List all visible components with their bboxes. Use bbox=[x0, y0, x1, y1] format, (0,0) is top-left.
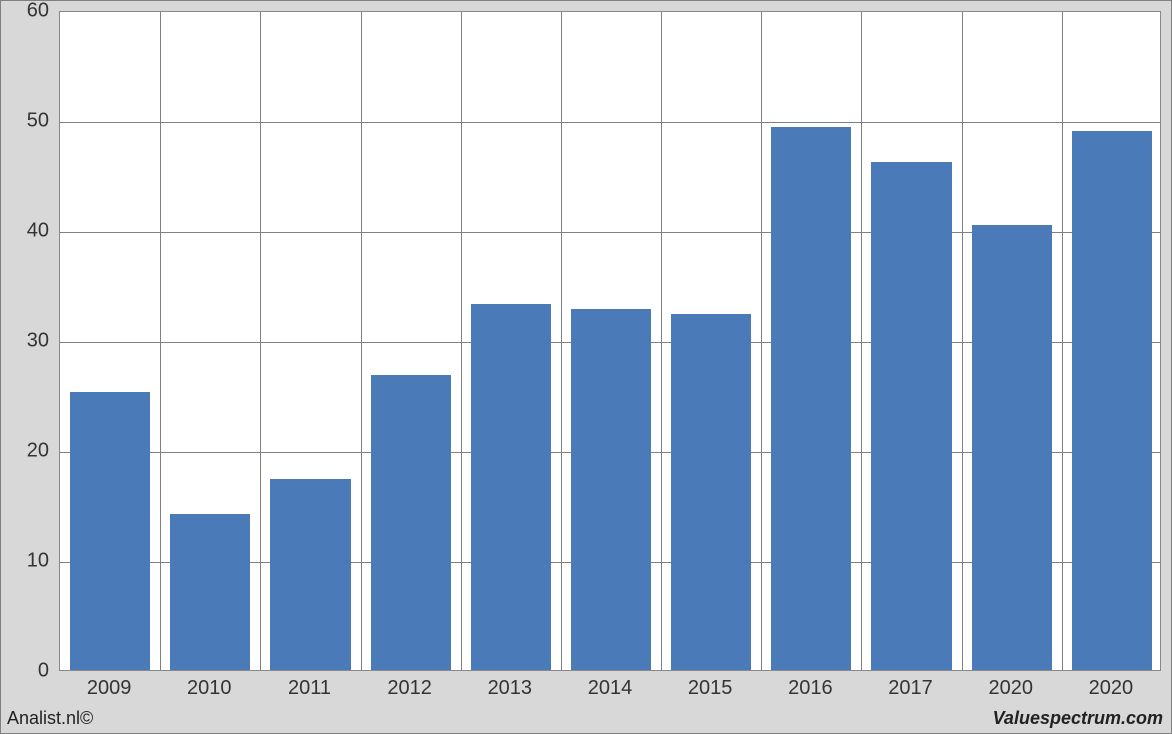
y-axis-tick-label: 0 bbox=[1, 660, 49, 683]
gridline-vertical bbox=[962, 12, 963, 670]
x-axis-tick-label: 2014 bbox=[588, 677, 633, 700]
x-axis-tick-label: 2010 bbox=[187, 677, 232, 700]
bar bbox=[270, 479, 350, 670]
x-axis-tick-label: 2015 bbox=[688, 677, 733, 700]
bar bbox=[1072, 131, 1152, 670]
gridline-horizontal bbox=[60, 122, 1160, 123]
bar bbox=[871, 162, 951, 670]
y-axis-tick-label: 30 bbox=[1, 330, 49, 353]
gridline-vertical bbox=[1062, 12, 1063, 670]
bar bbox=[671, 314, 751, 670]
bar bbox=[571, 309, 651, 670]
gridline-vertical bbox=[761, 12, 762, 670]
gridline-vertical bbox=[861, 12, 862, 670]
gridline-vertical bbox=[361, 12, 362, 670]
x-axis-tick-label: 2016 bbox=[788, 677, 833, 700]
gridline-vertical bbox=[260, 12, 261, 670]
bar bbox=[371, 375, 451, 670]
bar bbox=[972, 225, 1052, 671]
x-axis-tick-label: 2012 bbox=[387, 677, 432, 700]
y-axis-tick-label: 20 bbox=[1, 440, 49, 463]
bar bbox=[471, 304, 551, 670]
y-axis-tick-label: 60 bbox=[1, 0, 49, 23]
bar bbox=[70, 392, 150, 670]
bar bbox=[771, 127, 851, 670]
x-axis-tick-label: 2011 bbox=[288, 677, 331, 700]
x-axis-tick-label: 2017 bbox=[888, 677, 933, 700]
y-axis-tick-label: 50 bbox=[1, 110, 49, 133]
gridline-vertical bbox=[561, 12, 562, 670]
gridline-vertical bbox=[160, 12, 161, 670]
x-axis-tick-label: 2013 bbox=[488, 677, 533, 700]
plot-area bbox=[59, 11, 1161, 671]
chart-container: Analist.nl© Valuespectrum.com 0 10 20 30 40 5… bbox=[0, 0, 1172, 734]
gridline-vertical bbox=[661, 12, 662, 670]
x-axis-tick-label: 2020 bbox=[1089, 677, 1134, 700]
bar bbox=[170, 514, 250, 670]
gridline-vertical bbox=[461, 12, 462, 670]
x-axis-tick-label: 2009 bbox=[87, 677, 132, 700]
footer-right-label: Valuespectrum.com bbox=[993, 708, 1163, 729]
footer-left-label: Analist.nl© bbox=[7, 708, 93, 729]
x-axis-tick-label: 2020 bbox=[988, 677, 1033, 700]
y-axis-tick-label: 10 bbox=[1, 550, 49, 573]
y-axis-tick-label: 40 bbox=[1, 220, 49, 243]
